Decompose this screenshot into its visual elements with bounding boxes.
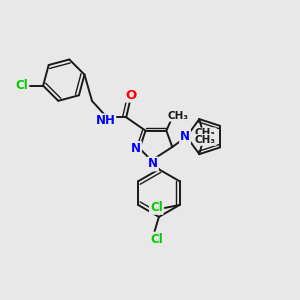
Text: CH₃: CH₃ (195, 135, 216, 145)
Text: N: N (148, 158, 158, 170)
Text: N: N (131, 142, 141, 155)
Text: Cl: Cl (150, 233, 163, 246)
Text: CH₃: CH₃ (167, 111, 188, 121)
Text: O: O (125, 88, 136, 101)
Text: NH: NH (95, 114, 116, 128)
Text: CH₃: CH₃ (195, 128, 216, 138)
Text: Cl: Cl (150, 201, 163, 214)
Text: N: N (180, 130, 190, 143)
Text: Cl: Cl (15, 79, 28, 92)
